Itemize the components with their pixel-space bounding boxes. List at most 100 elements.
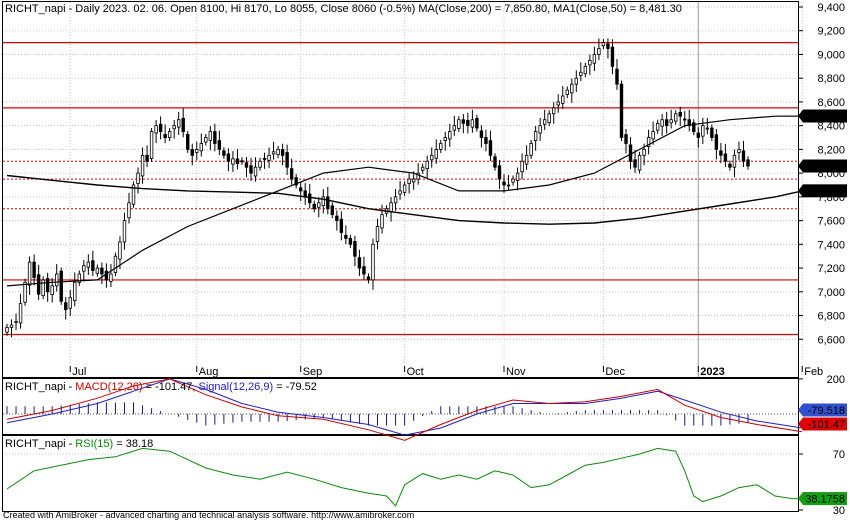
candle-body — [113, 255, 118, 273]
price-header: RICHT_napi - Daily 2023. 02. 06. Open 81… — [5, 3, 682, 15]
candle-body — [73, 281, 77, 301]
date-x-axis: Jul Aug Sep Oct Nov Dec 2023 Feb — [69, 366, 823, 378]
price-tick-label: 6,600 — [817, 334, 845, 346]
candle-body — [420, 166, 425, 171]
footer-credit: Created with AmiBroker - advanced charti… — [3, 510, 414, 520]
price-hlines — [3, 41, 798, 336]
candle-body — [619, 83, 624, 138]
candle-body — [213, 131, 217, 144]
candle-body — [741, 150, 746, 162]
candle-body — [36, 274, 41, 295]
signal-badge: -79.518 — [808, 405, 845, 417]
candle-body — [380, 214, 384, 229]
candle-body — [294, 177, 298, 186]
candle-body — [375, 226, 380, 242]
candle-body — [651, 131, 655, 140]
candle-body — [637, 154, 642, 171]
candle-body — [91, 260, 95, 271]
candle-body — [502, 181, 506, 186]
date-tick-label: Nov — [506, 366, 526, 378]
candle-body — [737, 148, 741, 153]
date-tick-label: Dec — [605, 366, 625, 378]
candle-body — [190, 148, 194, 156]
macd-header: RICHT_napi - MACD(12,26) = -101.47, Sign… — [5, 381, 317, 393]
candle-body — [312, 203, 316, 210]
rsi-header-prefix: RICHT_napi - — [5, 438, 75, 450]
candle-body — [583, 65, 588, 75]
candle-body — [55, 273, 59, 287]
candle-body — [430, 154, 434, 161]
price-tick-label: 7,400 — [817, 239, 845, 251]
price-candles — [5, 38, 750, 338]
candle-body — [511, 178, 515, 183]
candle-body — [610, 46, 615, 67]
signal-value: = -79.52 — [273, 381, 317, 393]
candle-body — [371, 243, 375, 281]
candle-body — [452, 125, 457, 131]
candle-body — [597, 48, 601, 55]
candle-body — [714, 134, 719, 150]
candle-body — [353, 241, 357, 257]
candle-body — [244, 162, 249, 168]
price-tick-label: 9,000 — [817, 49, 845, 61]
price-badges: 8,481.3 8,060 7,850.8 — [798, 109, 847, 198]
candle-body — [204, 137, 208, 143]
macd-label: MACD(12,26) — [75, 381, 142, 393]
candle-body — [82, 265, 86, 272]
candle-body — [696, 132, 700, 138]
candle-body — [470, 119, 475, 128]
candle-body — [267, 154, 271, 161]
candle-body — [393, 196, 398, 204]
candle-body — [199, 143, 203, 152]
candle-body — [732, 154, 737, 168]
candle-body — [186, 134, 190, 150]
candle-body — [321, 196, 325, 207]
macd-badges: -79.518 -101.47 — [798, 403, 847, 431]
price-badge: 8,481.3 — [808, 111, 845, 123]
candle-body — [176, 119, 181, 128]
price-tick-label: 7,200 — [817, 263, 845, 275]
candle-body — [357, 257, 362, 269]
candle-body — [344, 234, 348, 239]
candle-body — [127, 202, 131, 219]
candle-body — [64, 302, 68, 311]
candle-body — [561, 95, 565, 104]
candle-body — [479, 130, 484, 138]
candle-body — [389, 202, 393, 212]
candle-body — [692, 122, 696, 132]
candle-body — [601, 42, 606, 47]
signal-label: Signal(12,26,9) — [199, 381, 274, 393]
candle-body — [131, 184, 136, 205]
candle-body — [497, 165, 502, 180]
candle-body — [235, 158, 240, 165]
macd-plot — [3, 378, 803, 441]
rsi-plot — [3, 447, 803, 507]
candle-body — [746, 159, 750, 167]
candle-body — [303, 190, 307, 198]
candle-body — [317, 202, 321, 208]
candle-body — [488, 140, 493, 156]
candle-body — [262, 158, 267, 160]
rsi-value: = 38.18 — [113, 438, 153, 450]
candle-body — [217, 140, 222, 150]
candle-body — [484, 137, 488, 144]
candle-body — [533, 131, 538, 142]
candle-body — [276, 148, 280, 156]
candle-body — [326, 196, 330, 210]
rsi-tick-label: 30 — [833, 505, 845, 517]
candle-body — [118, 241, 122, 260]
candle-body — [172, 125, 176, 130]
candle-body — [701, 125, 705, 137]
candle-body — [136, 172, 140, 184]
candle-body — [719, 150, 723, 156]
candle-body — [222, 150, 226, 156]
candle-body — [280, 148, 285, 156]
date-tick-label: Oct — [407, 366, 424, 378]
rsi-label: RSI(15) — [75, 438, 113, 450]
macd-badge: -101.47 — [808, 419, 845, 431]
rsi-badge-pointer — [798, 492, 803, 506]
candle-body — [461, 119, 466, 124]
candle-body — [646, 137, 651, 147]
candle-body — [258, 160, 262, 168]
